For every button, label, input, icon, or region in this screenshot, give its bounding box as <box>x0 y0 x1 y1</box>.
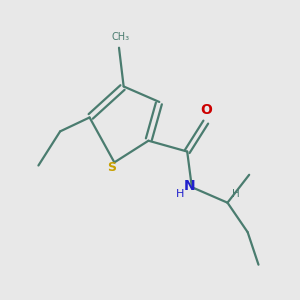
Text: S: S <box>107 160 116 173</box>
Text: CH₃: CH₃ <box>112 32 130 42</box>
Text: N: N <box>184 178 195 193</box>
Text: H: H <box>232 189 240 199</box>
Text: O: O <box>200 103 212 116</box>
Text: H: H <box>176 189 184 199</box>
